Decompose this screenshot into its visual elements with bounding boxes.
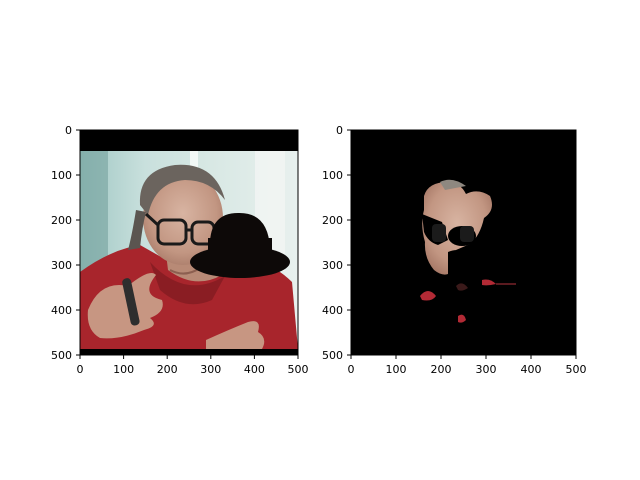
left-y-tick-label: 500	[51, 349, 72, 362]
cigar	[122, 278, 140, 326]
left-axes-frame	[79, 129, 299, 356]
right-y-tick-label: 300	[322, 259, 343, 272]
right-y-tick-label: 400	[322, 304, 343, 317]
right-x-tick-label: 200	[431, 363, 452, 376]
right-x-tick-label: 300	[476, 363, 497, 376]
right-x-tick-label: 400	[521, 363, 542, 376]
left-y-tick-label: 0	[65, 124, 72, 137]
right-y-tick-label: 0	[336, 124, 343, 137]
hair	[139, 164, 225, 215]
right-x-tick-label: 100	[386, 363, 407, 376]
right-hand	[206, 321, 265, 349]
right-axes-frame	[350, 129, 577, 356]
left-y-tick-label: 200	[51, 214, 72, 227]
right-axis-ticks: 0 100 200 300 400 500 0 100 200 300 400 500	[322, 124, 587, 376]
left-image-panel	[80, 130, 298, 355]
right-x-tick-label: 0	[348, 363, 355, 376]
segmented-red-speck-center	[458, 314, 466, 323]
left-y-tick-label: 300	[51, 259, 72, 272]
right-y-tick-label: 500	[322, 349, 343, 362]
left-y-tick-label: 100	[51, 169, 72, 182]
left-x-tick-label: 0	[77, 363, 84, 376]
right-y-tick-label: 200	[322, 214, 343, 227]
right-y-tick-label: 100	[322, 169, 343, 182]
left-y-tick-label: 400	[51, 304, 72, 317]
right-x-tick-label: 500	[566, 363, 587, 376]
hat-mask	[190, 212, 290, 278]
right-image-panel	[351, 130, 576, 355]
left-hand	[87, 273, 163, 339]
left-x-tick-label: 200	[157, 363, 178, 376]
left-x-tick-label: 500	[288, 363, 309, 376]
left-axis-ticks: 0 100 200 300 400 500 0 100 200 300 400 500	[51, 124, 309, 376]
face	[143, 171, 223, 265]
left-x-tick-label: 100	[113, 363, 134, 376]
segmented-red-speck-right	[482, 279, 496, 286]
left-x-tick-label: 400	[244, 363, 265, 376]
segmented-red-speck-left	[420, 291, 436, 301]
left-x-tick-label: 300	[200, 363, 221, 376]
